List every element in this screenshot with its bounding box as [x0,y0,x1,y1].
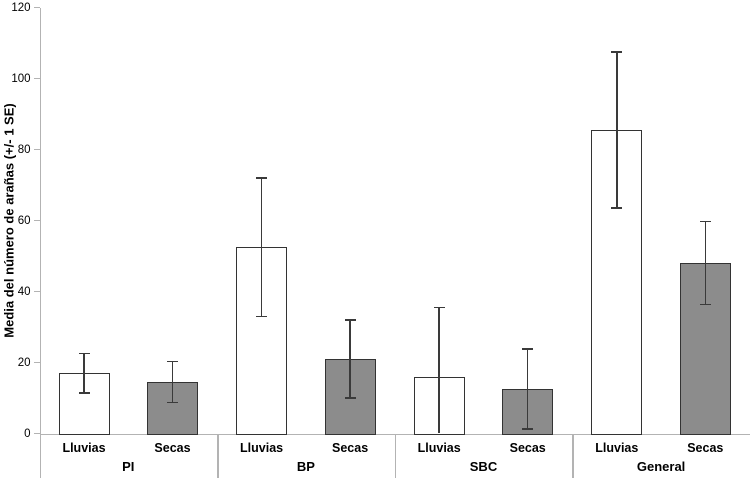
x-group-label: General [636,459,686,474]
y-tick-label: 40 [17,285,31,298]
error-bar-line [438,307,440,434]
y-tick-label: 100 [11,72,31,85]
error-bar-line [349,319,351,398]
x-season-label: Lluvias [417,441,461,455]
error-bar-bottom-cap [167,401,178,404]
x-season-label: Lluvias [240,441,284,455]
x-group-label: BP [296,459,315,474]
error-bar-line [171,361,174,403]
x-group-label: SBC [469,459,498,474]
axis-bottom-extension [39,433,41,478]
error-bar-bottom-cap [699,303,711,306]
y-axis-line [39,7,41,435]
error-bar-top-cap [611,51,623,53]
error-bar-bottom-cap [256,315,268,318]
y-axis-tick [33,361,40,364]
group-separator [217,433,219,478]
error-bar-bottom-cap [344,397,356,399]
x-season-label: Lluvias [595,441,639,455]
error-bar-line [260,177,263,317]
error-bar-top-cap [256,177,268,179]
y-tick-label: 80 [17,143,31,156]
y-tick-label: 20 [17,356,31,369]
y-axis-tick [33,6,40,9]
error-bar-line [616,51,618,209]
error-bar-top-cap [78,352,90,355]
group-separator [394,433,397,478]
error-bar-line [526,349,529,430]
error-bar-bottom-cap [78,391,90,394]
x-season-label: Secas [332,441,369,455]
x-season-label: Lluvias [62,441,106,455]
error-bar-line [83,353,85,393]
error-bar-bottom-cap [611,207,623,209]
y-tick-label: 120 [11,1,31,14]
error-bar-top-cap [433,306,445,309]
error-bar-top-cap [699,220,711,223]
y-tick-label: 0 [24,427,31,440]
x-group-label: PI [122,459,135,474]
error-bar-top-cap [522,348,534,350]
y-axis-tick [33,77,40,80]
x-season-label: Secas [154,441,191,455]
group-separator [572,433,574,478]
y-axis-tick [33,148,40,151]
x-season-label: Secas [509,441,546,455]
error-bar-top-cap [344,319,356,321]
x-season-label: Secas [687,441,724,455]
y-axis-tick [33,432,40,435]
y-axis-tick [33,290,40,293]
error-bar-bottom-cap [522,428,534,431]
y-axis-tick [33,219,40,222]
error-bar-top-cap [167,360,178,363]
error-bar-line [704,221,707,305]
y-tick-label: 60 [17,214,31,227]
